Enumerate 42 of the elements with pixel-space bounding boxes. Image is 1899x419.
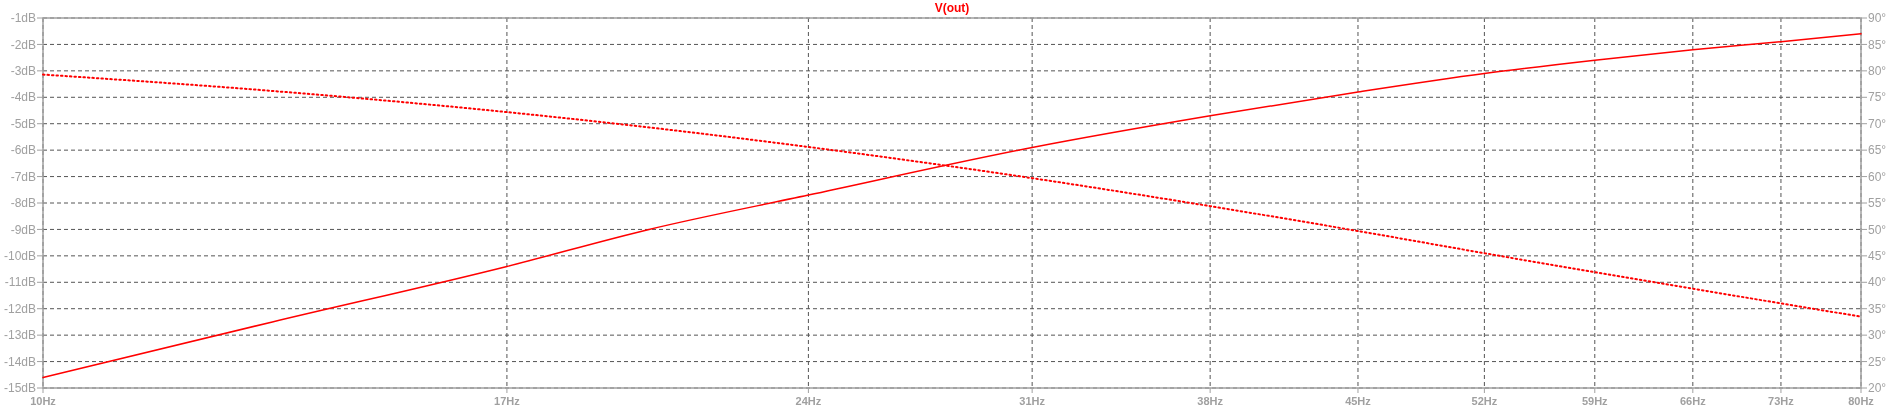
y2-tick-label: 90° xyxy=(1868,11,1887,26)
y2-tick-label: 30° xyxy=(1868,328,1887,343)
y2-tick-label: 40° xyxy=(1868,275,1887,290)
y2-tick-label: 50° xyxy=(1868,222,1887,237)
y-tick-label: -8dB xyxy=(10,196,36,211)
y-tick-label: -6dB xyxy=(10,143,36,158)
x-tick-label: 45Hz xyxy=(1345,395,1372,407)
chart-title: V(out) xyxy=(934,1,970,15)
y2-tick-label: 45° xyxy=(1868,249,1887,264)
x-tick-label: 24Hz xyxy=(795,395,822,407)
y-tick-label: -11dB xyxy=(4,275,36,290)
y2-tick-label: 55° xyxy=(1868,196,1887,211)
x-tick-label: 17Hz xyxy=(494,395,521,407)
x-tick-label: 73Hz xyxy=(1768,395,1795,407)
y-tick-label: -10dB xyxy=(3,249,36,264)
y-tick-label: -4dB xyxy=(10,90,36,105)
y-tick-label: -13dB xyxy=(3,328,36,343)
x-tick-label: 80Hz xyxy=(1848,395,1875,407)
y-tick-label: -1dB xyxy=(10,11,36,26)
y-tick-label: -3dB xyxy=(10,64,36,79)
y2-tick-label: 80° xyxy=(1868,64,1887,79)
y2-tick-label: 75° xyxy=(1868,90,1887,105)
x-tick-label: 10Hz xyxy=(30,395,57,407)
y2-tick-label: 20° xyxy=(1868,381,1887,396)
x-tick-label: 38Hz xyxy=(1197,395,1224,407)
y2-tick-label: 35° xyxy=(1868,301,1887,316)
y-tick-label: -7dB xyxy=(10,169,36,184)
y2-tick-label: 70° xyxy=(1868,116,1887,131)
y-tick-label: -2dB xyxy=(10,37,36,52)
y2-tick-label: 25° xyxy=(1868,354,1887,369)
x-tick-label: 66Hz xyxy=(1679,395,1707,407)
y-tick-label: -5dB xyxy=(10,116,36,131)
y2-tick-label: 60° xyxy=(1868,169,1887,184)
y-tick-label: -15dB xyxy=(3,381,36,396)
x-tick-label: 31Hz xyxy=(1019,395,1046,407)
y-tick-label: -9dB xyxy=(10,222,36,237)
x-tick-label: 59Hz xyxy=(1581,395,1609,407)
x-tick-label: 52Hz xyxy=(1471,395,1498,407)
y-tick-label: -12dB xyxy=(3,301,36,316)
y2-tick-label: 65° xyxy=(1868,143,1887,158)
y-tick-label: -14dB xyxy=(3,354,36,369)
y2-tick-label: 85° xyxy=(1868,37,1887,52)
